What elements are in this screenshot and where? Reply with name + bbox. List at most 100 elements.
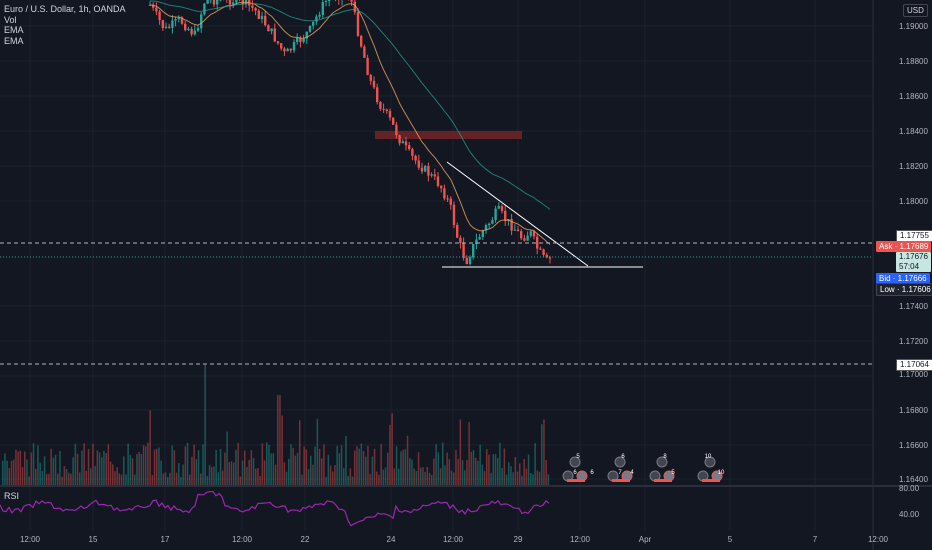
- volume-bar: [272, 453, 275, 485]
- volume-bar: [389, 424, 391, 485]
- candle-body: [180, 17, 184, 24]
- volume-bar: [57, 473, 59, 485]
- volume-bar: [239, 476, 242, 485]
- volume-bar: [149, 410, 151, 485]
- candle-body: [366, 57, 369, 75]
- price-tick: 1.18800: [899, 57, 928, 66]
- price-tick: 1.18200: [899, 162, 928, 171]
- ema-indicator-label-2[interactable]: EMA: [4, 35, 24, 46]
- volume-bar: [266, 442, 268, 485]
- volume-bar: [382, 469, 385, 485]
- candle-body: [206, 0, 209, 4]
- candle-body: [417, 160, 420, 168]
- candle-body: [164, 26, 168, 28]
- volume-bar: [138, 452, 140, 485]
- candle-body: [398, 135, 401, 144]
- trendline-descending[interactable]: [446, 161, 589, 267]
- volume-bar: [468, 422, 470, 485]
- volume-bar: [547, 474, 550, 485]
- event-marker-count: 6: [590, 470, 594, 476]
- volume-bar: [439, 468, 442, 485]
- ema-slow-line: [149, 0, 551, 210]
- volume-bar: [536, 470, 539, 485]
- volume-bar: [510, 466, 512, 485]
- currency-selector[interactable]: USD: [903, 4, 928, 17]
- volume-bar: [37, 445, 39, 485]
- candle-body: [440, 185, 443, 189]
- volume-bar: [521, 475, 523, 485]
- candle-body: [273, 28, 276, 42]
- candle-body: [187, 28, 190, 31]
- volume-bar: [63, 466, 66, 485]
- volume-bar: [437, 452, 440, 485]
- volume-bar: [481, 464, 484, 485]
- time-tick: 29: [513, 535, 523, 544]
- candle-body: [168, 26, 171, 28]
- volume-bar: [228, 462, 231, 485]
- volume-bar: [193, 444, 195, 485]
- volume-bar: [494, 454, 497, 485]
- time-tick: 15: [88, 535, 98, 544]
- symbol-title[interactable]: Euro / U.S. Dollar, 1h, OANDA: [4, 4, 126, 14]
- event-marker-count: 5: [671, 470, 675, 476]
- volume-bar: [283, 462, 286, 485]
- volume-bar: [446, 452, 448, 485]
- volume-bar: [164, 472, 167, 485]
- volume-bar: [259, 476, 261, 485]
- volume-bar: [28, 476, 30, 485]
- ema-indicator-label[interactable]: EMA: [4, 25, 24, 35]
- candle-body: [385, 109, 388, 112]
- candle-body: [158, 11, 161, 21]
- candle-body: [257, 10, 260, 20]
- resistance-zone[interactable]: [375, 131, 522, 139]
- volume-bar: [213, 466, 215, 485]
- volume-bar: [470, 451, 473, 485]
- volume-bar: [461, 460, 464, 485]
- volume-bar: [83, 443, 85, 485]
- volume-bar: [171, 445, 173, 485]
- volume-bar: [24, 451, 26, 485]
- volume-bar: [472, 449, 475, 485]
- volume-bar: [257, 468, 259, 485]
- volume-bar: [543, 419, 545, 485]
- volume-indicator-label[interactable]: Vol: [4, 14, 17, 25]
- candle-body: [280, 43, 283, 49]
- volume-bar: [61, 476, 63, 485]
- volume-bar: [457, 458, 459, 485]
- volume-bar: [351, 476, 354, 485]
- event-marker-count: 6: [573, 470, 577, 476]
- volume-bar: [79, 472, 81, 485]
- volume-bar: [296, 452, 299, 485]
- volume-bar: [411, 459, 413, 485]
- candle-body: [312, 21, 315, 26]
- candle-body: [462, 243, 465, 258]
- volume-bar: [279, 395, 281, 485]
- candle-body: [232, 2, 235, 5]
- rsi-tick: 40.00: [899, 510, 920, 519]
- volume-bar: [142, 445, 145, 485]
- candle-body: [152, 4, 155, 8]
- candle-body: [468, 257, 472, 264]
- volume-bar: [316, 418, 319, 485]
- volume-bar: [365, 456, 367, 485]
- event-marker-count: 6: [621, 454, 625, 460]
- candle-body: [203, 3, 206, 15]
- volume-bar: [459, 419, 462, 485]
- volume-bar: [41, 471, 44, 485]
- volume-bar: [87, 449, 90, 485]
- volume-bar: [125, 474, 127, 485]
- rsi-indicator-label[interactable]: RSI: [4, 491, 20, 501]
- horizontal-level-lower-tag[interactable]: 1.17064: [896, 359, 932, 371]
- volume-bar: [431, 474, 433, 485]
- candle-body: [532, 231, 536, 237]
- candle-body: [510, 219, 513, 231]
- volume-bar: [182, 464, 184, 485]
- volume-bar: [19, 450, 22, 485]
- volume-bar: [191, 456, 193, 485]
- volume-bar: [118, 473, 121, 485]
- candle-body: [420, 167, 424, 172]
- volume-bar: [479, 444, 481, 485]
- candle-body: [174, 19, 177, 21]
- candle-body: [414, 155, 417, 161]
